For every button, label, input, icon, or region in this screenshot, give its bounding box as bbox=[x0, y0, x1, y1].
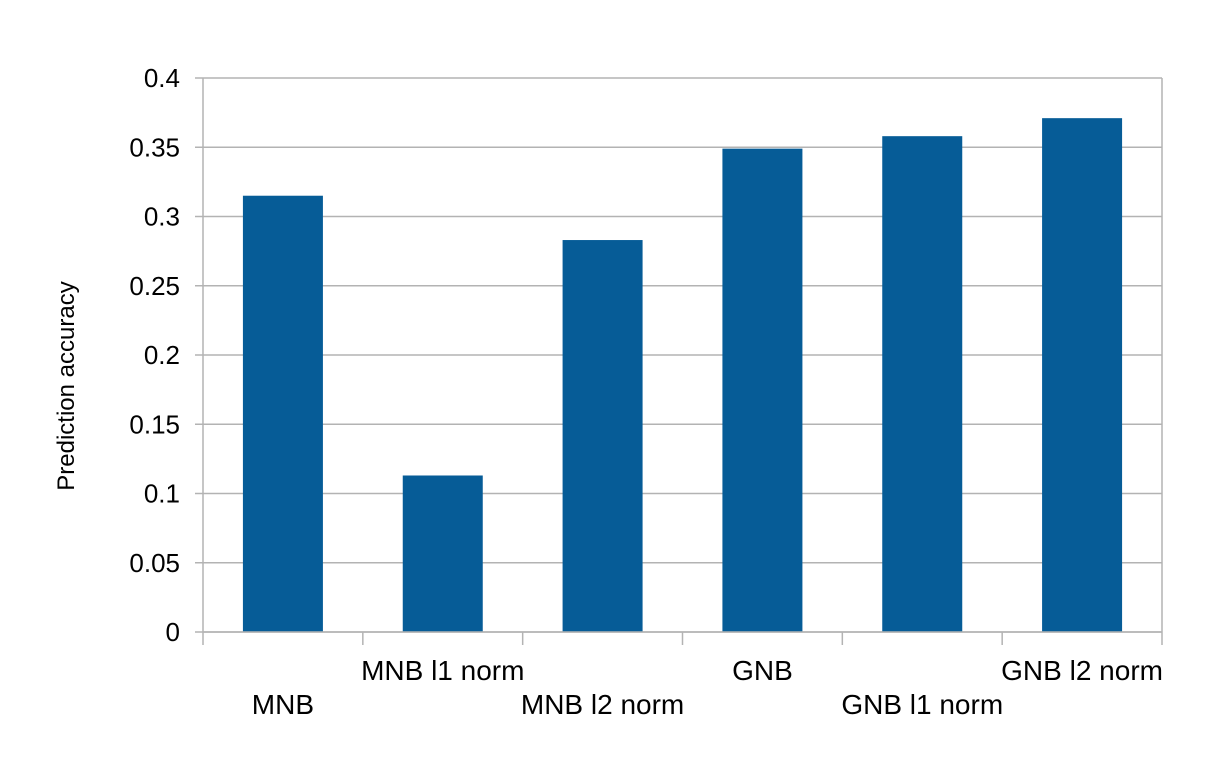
y-tick-label: 0.1 bbox=[144, 479, 180, 509]
y-tick-label: 0.25 bbox=[129, 271, 180, 301]
y-axis-title: Prediction accuracy bbox=[53, 281, 80, 490]
bar bbox=[242, 195, 323, 632]
x-category-label: MNB l2 norm bbox=[521, 689, 684, 720]
y-tick-label: 0.35 bbox=[129, 132, 180, 162]
bars bbox=[242, 118, 1123, 633]
y-tick-labels: 0 0.05 0.1 0.15 0.2 0.25 0.3 0.35 0.4 bbox=[129, 63, 180, 647]
y-tick-label: 0.05 bbox=[129, 548, 180, 578]
x-category-label: GNB l2 norm bbox=[1001, 655, 1163, 686]
y-tick-label: 0 bbox=[166, 617, 180, 647]
bar bbox=[1042, 118, 1123, 633]
bar bbox=[722, 148, 803, 632]
y-tick-label: 0.2 bbox=[144, 340, 180, 370]
y-tick-label: 0.15 bbox=[129, 409, 180, 439]
bar bbox=[402, 475, 483, 632]
axis-lines bbox=[202, 78, 1163, 645]
bar bbox=[562, 240, 643, 633]
y-tick-label: 0.3 bbox=[144, 202, 180, 232]
gridlines bbox=[195, 77, 1162, 633]
bar bbox=[882, 136, 963, 633]
y-tick-label: 0.4 bbox=[144, 63, 180, 93]
x-category-label: GNB l1 norm bbox=[841, 689, 1003, 720]
x-category-label: MNB bbox=[252, 689, 314, 720]
x-category-label: GNB bbox=[732, 655, 793, 686]
x-category-label: MNB l1 norm bbox=[361, 655, 524, 686]
